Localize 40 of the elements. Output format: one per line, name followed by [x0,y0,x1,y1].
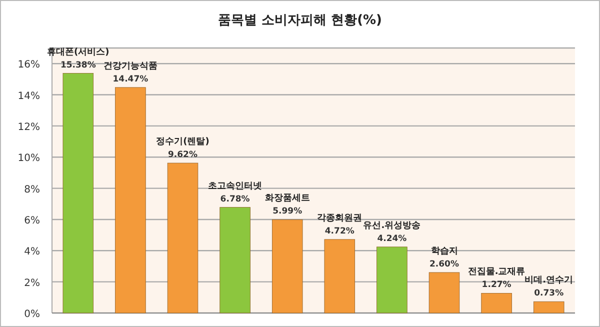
x-tick-label: 정수기(렌탈) [156,137,210,148]
y-tick-label: 10% [18,153,40,164]
chart-title: 품목별 소비자피해 현황(%) [218,13,382,28]
bar [62,73,94,314]
x-tick-label: 전집물.교재류 [468,267,526,278]
data-label: 6.78% [220,194,250,204]
x-tick-label: 비데.연수기 [524,276,574,286]
data-label: 9.62% [168,150,198,160]
bar [220,207,250,314]
data-label: 5.99% [272,206,303,217]
bar [533,301,564,314]
data-label: 14.47% [112,74,149,84]
x-tick-label: 각종회원권 [317,213,362,224]
y-tick-label: 2% [24,278,40,289]
bar [115,87,146,314]
bar [376,246,408,314]
x-tick-label: 유선.위성방송 [363,220,421,231]
y-tick-label: 14% [18,90,40,102]
x-tick-label: 초고속인터넷 [208,181,262,192]
x-tick-label: 학습지 [430,246,458,256]
bar [324,239,356,314]
x-tick-label: 화장품세트 [264,194,310,204]
data-label: 15.38% [60,60,96,70]
data-label: 4.24% [377,234,408,244]
data-label: 4.72% [324,226,355,236]
bar [481,293,512,314]
y-tick-label: 0% [24,309,40,320]
bar [167,162,198,314]
data-label: 2.60% [430,259,460,270]
data-label: 1.27% [482,280,512,290]
x-tick-label: 건강기능식품 [103,61,158,72]
x-tick-label: 휴대폰(서비스) [47,47,110,58]
bar [428,272,460,314]
y-tick-label: 4% [24,246,40,258]
y-tick-label: 6% [24,215,40,226]
data-label: 0.73% [534,288,564,299]
y-tick-label: 16% [18,60,40,71]
bar [272,219,303,314]
y-tick-label: 8% [24,184,40,196]
y-tick-label: 12% [18,122,40,133]
